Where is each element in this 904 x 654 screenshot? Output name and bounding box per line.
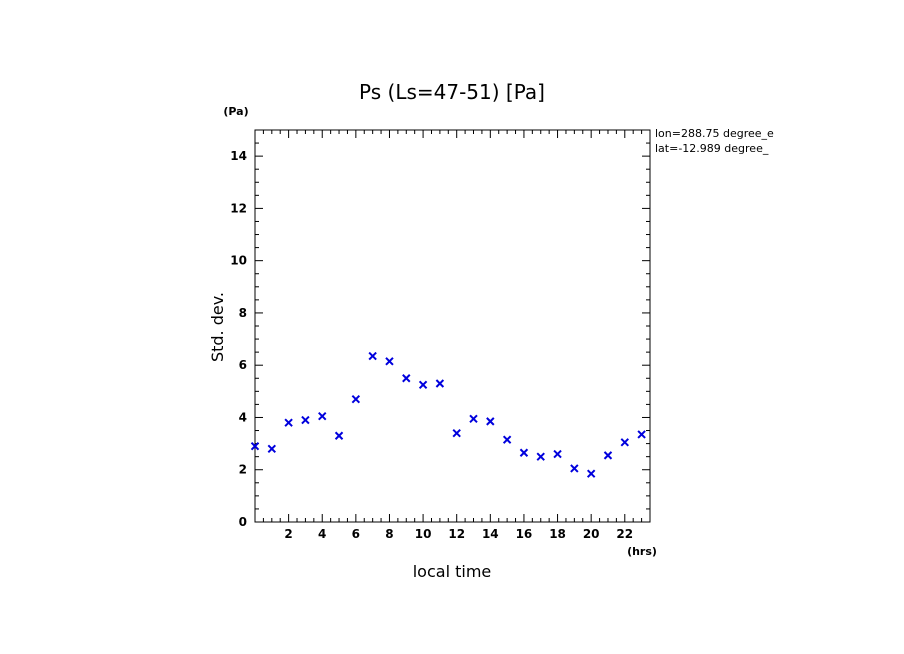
y-tick-label: 6: [239, 358, 247, 372]
y-tick-label: 0: [239, 515, 247, 529]
x-marker-icon: [519, 448, 529, 457]
x-marker-icon: [267, 444, 277, 454]
data-point: [368, 351, 377, 361]
x-marker-icon: [418, 380, 428, 390]
data-point: [502, 435, 512, 444]
x-marker-icon: [469, 414, 478, 423]
tick-group: 2 4 6 8 10 12 14 16 18 20 22 0 2 4 6 8 10 12 14: [230, 130, 650, 541]
data-point: [402, 374, 411, 383]
data-point: [519, 448, 529, 457]
x-tick-label: 4: [318, 527, 326, 541]
data-point: [553, 449, 562, 459]
x-tick-label: 8: [385, 527, 393, 541]
x-marker-icon: [637, 430, 646, 439]
y-tick-label: 12: [230, 201, 247, 215]
data-point: [620, 438, 629, 447]
x-marker-icon: [301, 415, 310, 425]
x-marker-icon: [351, 394, 361, 404]
data-point: [637, 430, 646, 439]
y-tick-label: 2: [239, 463, 247, 477]
data-point: [318, 411, 327, 421]
x-tick-label: 6: [352, 527, 360, 541]
x-marker-icon: [435, 379, 445, 388]
x-marker-icon: [502, 435, 512, 444]
x-unit-label: (hrs): [627, 545, 657, 558]
x-axis-title: local time: [413, 562, 492, 581]
x-marker-icon: [586, 469, 596, 478]
y-axis-title: Std. dev.: [208, 292, 227, 362]
x-tick-label: 18: [549, 527, 566, 541]
y-tick-label: 8: [239, 306, 247, 320]
y-tick-label: 14: [230, 149, 247, 163]
x-marker-icon: [603, 451, 613, 460]
x-marker-icon: [318, 411, 327, 421]
x-marker-icon: [570, 464, 579, 473]
x-marker-icon: [402, 374, 411, 383]
x-tick-label: 14: [482, 527, 499, 541]
plot-frame: [254, 129, 651, 523]
x-tick-label: 12: [448, 527, 465, 541]
x-tick-label: 2: [284, 527, 292, 541]
y-tick-label: 4: [239, 410, 247, 424]
x-marker-icon: [620, 438, 629, 447]
x-marker-icon: [553, 449, 562, 459]
x-marker-icon: [536, 452, 545, 461]
chart-title: Ps (Ls=47-51) [Pa]: [359, 80, 545, 104]
x-tick-label: 10: [415, 527, 432, 541]
x-tick-label: 22: [616, 527, 633, 541]
data-point: [536, 452, 545, 461]
data-point: [586, 469, 596, 478]
y-tick-label: 10: [230, 254, 247, 268]
x-marker-icon: [368, 351, 377, 361]
data-point: [385, 357, 394, 366]
data-point: [250, 442, 260, 451]
data-point: [351, 394, 361, 404]
x-tick-label: 20: [583, 527, 600, 541]
x-tick-label: 16: [516, 527, 533, 541]
data-point: [301, 415, 310, 425]
data-point: [469, 414, 478, 423]
x-marker-icon: [334, 431, 344, 440]
x-marker-icon: [385, 357, 394, 366]
data-points: [250, 351, 646, 478]
annotation-lat: lat=-12.989 degree_: [655, 142, 769, 155]
data-point: [452, 428, 461, 438]
x-marker-icon: [452, 428, 461, 438]
data-point: [267, 444, 277, 454]
data-point: [570, 464, 579, 473]
data-point: [284, 418, 293, 427]
x-marker-icon: [250, 442, 260, 451]
data-point: [603, 451, 613, 460]
data-point: [435, 379, 445, 388]
y-unit-label: (Pa): [223, 105, 248, 118]
x-marker-icon: [486, 417, 495, 426]
data-point: [486, 417, 495, 426]
annotation-lon: lon=288.75 degree_e: [655, 127, 774, 140]
x-marker-icon: [284, 418, 293, 427]
data-point: [334, 431, 344, 440]
data-point: [418, 380, 428, 390]
